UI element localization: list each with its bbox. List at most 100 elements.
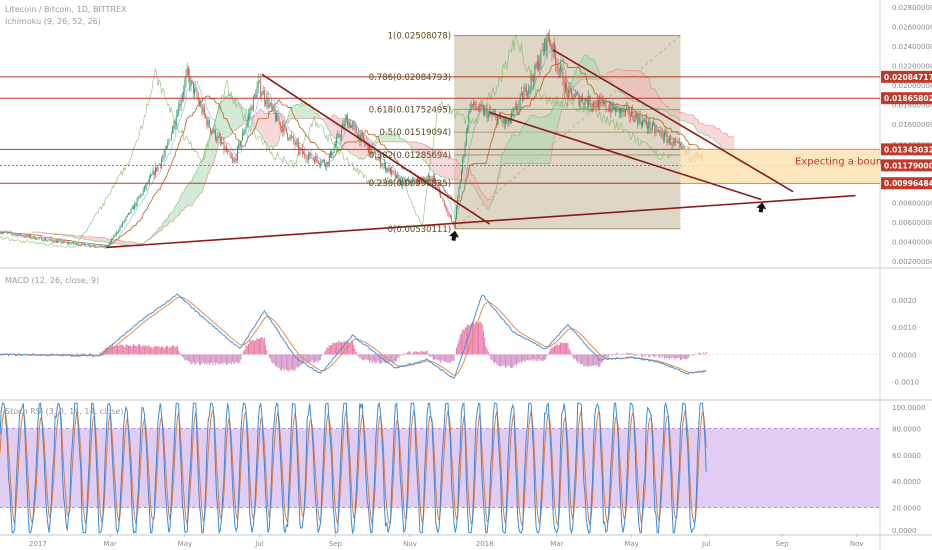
candle-body	[117, 232, 118, 233]
kumo-segment	[294, 104, 297, 119]
candle-body	[676, 141, 678, 143]
stoch-rsi-panel[interactable]: Stoch RSI (3, 3, 14, 14, close) 100.0000…	[0, 401, 925, 535]
macd-histogram-bar	[214, 354, 216, 365]
kumo-segment	[86, 236, 89, 241]
candle-body	[420, 176, 422, 179]
macd-histogram-bar	[496, 354, 498, 365]
macd-histogram-bar	[377, 354, 379, 362]
candle-body	[306, 159, 308, 160]
kumo-segment	[79, 235, 81, 239]
macd-histogram-bar	[154, 346, 156, 355]
macd-histogram-bar	[350, 341, 352, 355]
macd-histogram-bar	[151, 346, 153, 355]
candle-body	[70, 243, 72, 245]
macd-histogram-bar	[315, 354, 317, 362]
kumo-segment	[418, 142, 420, 158]
macd-histogram-bar	[158, 346, 160, 355]
candle-body	[599, 99, 601, 110]
kumo-segment	[447, 154, 450, 180]
kumo-segment	[91, 236, 94, 241]
candle-body	[529, 86, 531, 88]
macd-panel[interactable]: MACD (12, 26, close, 9) 0.00200.00100.00…	[0, 276, 919, 387]
candle-body	[311, 158, 313, 159]
macd-histogram-bar	[131, 346, 133, 355]
kumo-segment	[316, 113, 319, 119]
macd-histogram-bar	[642, 354, 644, 358]
macd-histogram-bar	[277, 354, 279, 368]
macd-histogram-bar	[453, 354, 455, 361]
kumo-segment	[468, 169, 470, 181]
ichimoku-legend: Ichimoku (9, 26, 52, 26)	[5, 17, 101, 26]
candle-body	[155, 167, 156, 176]
kumo-segment	[454, 158, 456, 180]
kumo-segment	[616, 69, 619, 89]
macd-histogram-bar	[615, 354, 617, 356]
macd-histogram-bar	[370, 354, 372, 361]
macd-histogram-bar	[556, 343, 558, 355]
macd-histogram-bar	[418, 351, 420, 355]
macd-histogram-bar	[294, 354, 296, 371]
macd-histogram-bar	[393, 354, 395, 364]
candle-body	[98, 246, 100, 248]
macd-histogram-bar	[244, 349, 246, 355]
candle-body	[414, 179, 416, 180]
macd-histogram-bar	[446, 354, 448, 363]
kumo-segment	[730, 136, 732, 153]
stoch-rsi-axis[interactable]: 100.0000 80.0000 60.0000 40.0000 20.0000 0.00…	[892, 404, 925, 535]
kumo-segment	[443, 154, 445, 179]
fibonacci-level-label: 0.5(0.01519094)	[380, 128, 452, 138]
macd-histogram-bar	[126, 344, 128, 355]
macd-histogram-bar	[497, 354, 499, 366]
candle-body	[624, 109, 626, 113]
candle-body	[71, 242, 73, 244]
kumo-segment	[633, 70, 636, 102]
candle-body	[238, 143, 240, 148]
macd-histogram-bar	[667, 354, 669, 358]
candle-body	[148, 177, 150, 183]
macd-histogram-bar	[243, 351, 245, 355]
kumo-segment	[326, 118, 329, 130]
candle-body	[110, 239, 112, 242]
macd-histogram-bar	[567, 342, 569, 355]
candle-body	[656, 129, 658, 131]
candle-body	[216, 139, 218, 141]
macd-histogram-bar	[462, 329, 464, 355]
candle-body	[591, 105, 593, 107]
macd-histogram-bar	[408, 351, 410, 355]
kumo-segment	[232, 96, 234, 132]
candle-body	[404, 179, 406, 184]
candle-body	[547, 34, 549, 37]
macd-histogram-bar	[239, 354, 241, 364]
candle-body	[8, 232, 9, 233]
macd-histogram-bar	[266, 350, 268, 355]
macd-axis[interactable]: 0.0020 0.0010 0.0000 -0.0010	[892, 297, 919, 387]
macd-histogram-bar	[371, 354, 373, 364]
candle-body	[151, 174, 153, 176]
candle-body	[184, 81, 186, 92]
candle-body	[245, 125, 247, 131]
kumo-segment	[698, 122, 701, 133]
macd-histogram-bar	[427, 353, 429, 355]
macd-histogram-bar	[414, 351, 416, 355]
candle-body	[430, 178, 432, 180]
candle-body	[222, 141, 224, 144]
macd-histogram-bar	[295, 354, 297, 369]
candle-body	[394, 172, 396, 178]
macd-histogram-bar	[72, 354, 74, 355]
macd-histogram-bar	[374, 354, 376, 363]
kumo-segment	[440, 150, 442, 177]
macd-histogram-bar	[210, 354, 212, 363]
stoch-rsi-k-line	[0, 401, 707, 535]
candle-body	[448, 214, 450, 216]
macd-histogram-bar	[600, 354, 602, 364]
candle-body	[43, 238, 45, 241]
candle-body	[667, 140, 669, 143]
time-axis[interactable]: 2017 Mar May Jul Sep Nov 2018 Mar May Jul Sep Nov	[29, 534, 864, 548]
macd-histogram-bar	[170, 347, 172, 355]
price-tick-label: 0.02000000	[892, 82, 932, 90]
kumo-segment	[439, 150, 441, 177]
macd-histogram-bar	[657, 354, 659, 358]
kumo-segment	[587, 57, 589, 80]
